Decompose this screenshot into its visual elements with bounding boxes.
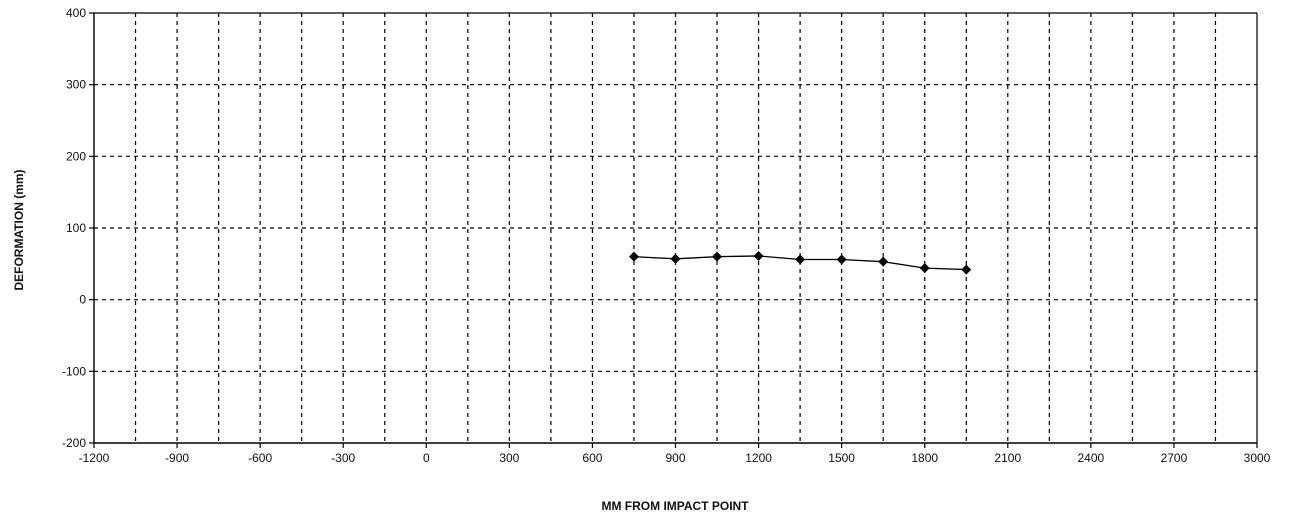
series-group — [628, 250, 972, 275]
x-tick-label: 2100 — [994, 451, 1021, 465]
x-tick-label: 2400 — [1078, 451, 1105, 465]
y-tick-label: 400 — [66, 6, 86, 20]
x-tick-label: 0 — [423, 451, 430, 465]
x-tick-label: 3000 — [1244, 451, 1271, 465]
x-axis-title: MM FROM IMPACT POINT — [601, 499, 749, 513]
x-tick-label: -300 — [331, 451, 355, 465]
data-point-marker — [795, 254, 806, 265]
x-tick-label: 300 — [499, 451, 519, 465]
data-point-marker — [836, 254, 847, 265]
y-tick-label: 0 — [79, 293, 86, 307]
y-tick-label: -100 — [62, 364, 86, 378]
x-tick-label: 900 — [665, 451, 685, 465]
y-tick-label: 100 — [66, 221, 86, 235]
x-tick-label: -900 — [165, 451, 189, 465]
y-tick-label: -200 — [62, 436, 86, 450]
x-tick-label: 1500 — [828, 451, 855, 465]
y-tick-labels: -200 -100 0 100 200 300 400 — [62, 6, 86, 450]
data-point-marker — [670, 253, 681, 264]
y-tick-label: 300 — [66, 78, 86, 92]
x-tick-label: 600 — [582, 451, 602, 465]
data-point-marker — [628, 251, 639, 262]
data-point-marker — [961, 264, 972, 275]
data-point-marker — [712, 251, 723, 262]
x-tick-label: 1800 — [911, 451, 938, 465]
x-tick-label: -600 — [248, 451, 272, 465]
axes — [89, 12, 1258, 448]
x-tick-label: 1200 — [745, 451, 772, 465]
x-tick-label: 2700 — [1161, 451, 1188, 465]
data-point-marker — [753, 250, 764, 261]
data-point-marker — [919, 263, 930, 274]
data-point-marker — [878, 256, 889, 267]
y-axis-title: DEFORMATION (mm) — [12, 169, 26, 290]
grid — [94, 13, 1257, 443]
x-tick-labels: -1200 -900 -600 -300 0 300 600 900 1200 1500 1800 2… — [79, 451, 1271, 465]
y-tick-label: 200 — [66, 149, 86, 163]
x-tick-label: -1200 — [79, 451, 110, 465]
